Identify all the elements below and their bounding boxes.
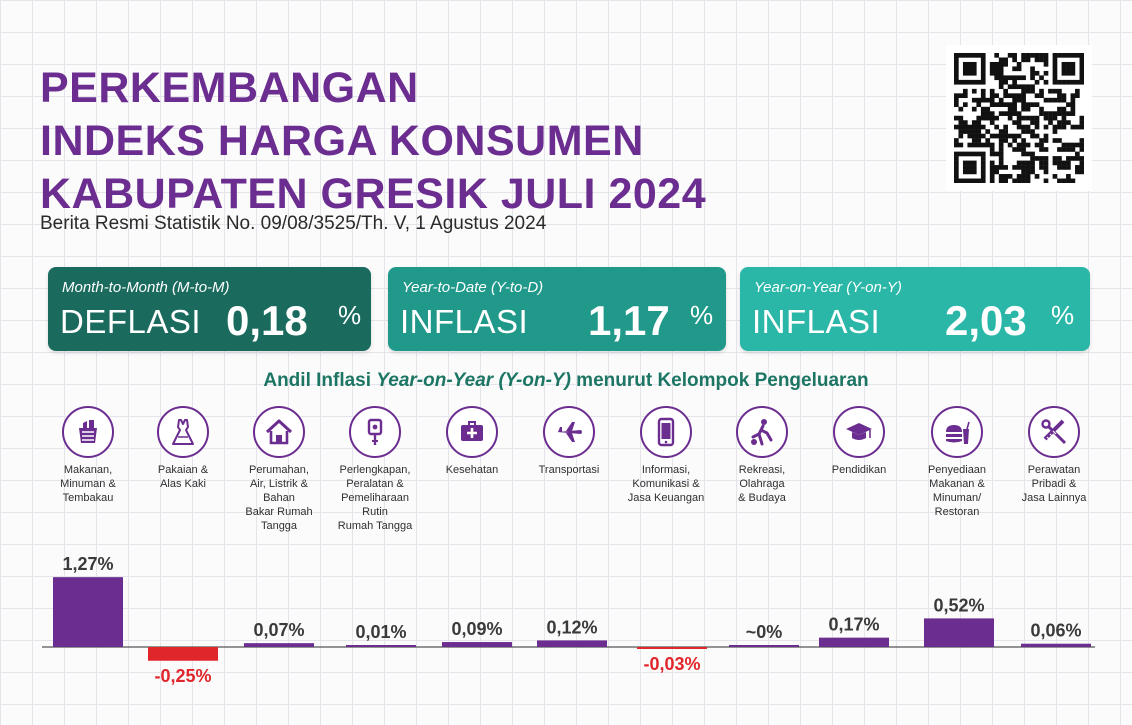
bar-4 <box>442 642 512 647</box>
bar-label-1: -0,25% <box>154 666 211 686</box>
bar-label-6: -0,03% <box>643 654 700 674</box>
bar-5 <box>537 640 607 647</box>
bar-label-8: 0,17% <box>828 615 879 635</box>
bar-8 <box>819 638 889 647</box>
bar-label-10: 0,06% <box>1030 621 1081 641</box>
bar-label-5: 0,12% <box>546 617 597 637</box>
bar-2 <box>244 643 314 647</box>
bar-label-3: 0,01% <box>355 622 406 642</box>
bar-label-9: 0,52% <box>933 595 984 615</box>
bar-1 <box>148 647 218 661</box>
bar-10 <box>1021 644 1091 647</box>
bar-0 <box>53 577 123 647</box>
bar-label-4: 0,09% <box>451 619 502 639</box>
bar-label-7: ~0% <box>746 622 783 642</box>
bar-6 <box>637 647 707 649</box>
bar-label-2: 0,07% <box>253 620 304 640</box>
bar-3 <box>346 645 416 647</box>
bar-9 <box>924 618 994 647</box>
bar-label-0: 1,27% <box>62 554 113 574</box>
bar-7 <box>729 645 799 647</box>
